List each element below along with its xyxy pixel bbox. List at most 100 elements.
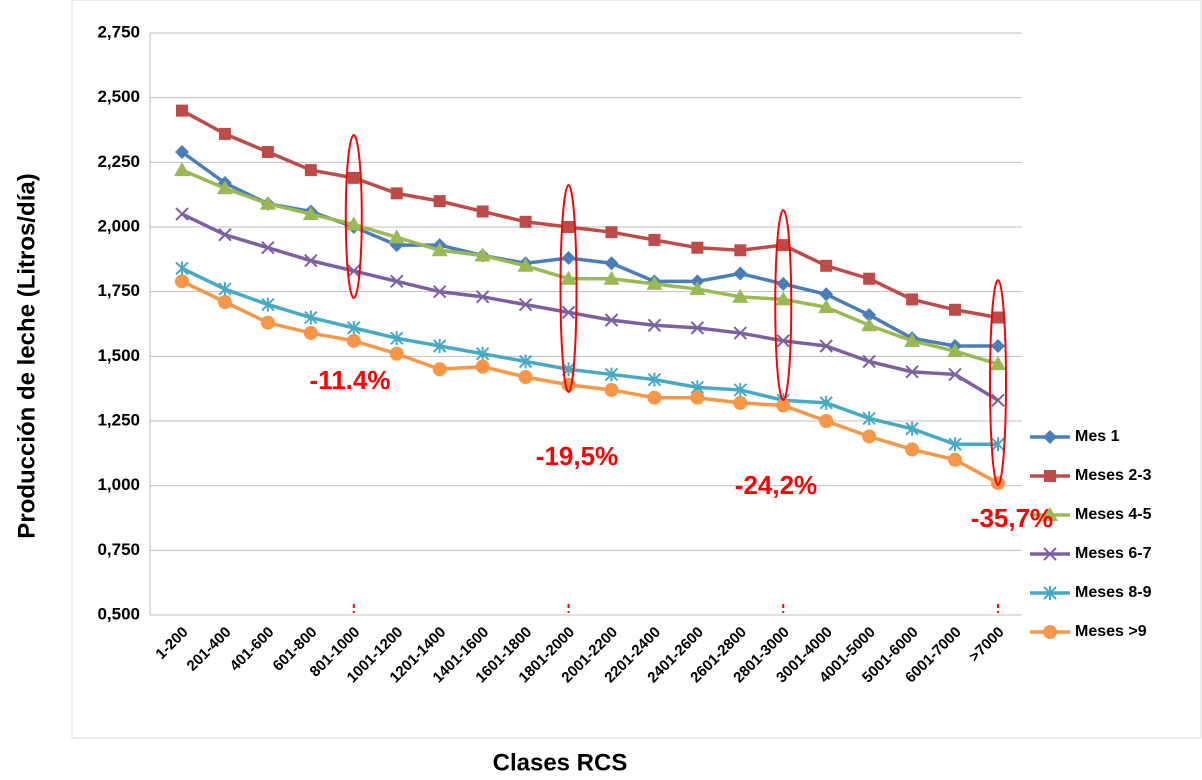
marker [691,241,704,254]
marker [390,331,404,346]
marker [646,275,663,290]
marker [861,317,878,332]
series [175,144,1005,353]
marker [518,297,533,312]
marker [818,299,835,314]
x-axis-title: Clases RCS [493,749,628,776]
marker [261,145,274,158]
marker [992,311,1004,324]
marker [991,393,1005,408]
marker [604,256,619,271]
highlight-ellipse [344,134,363,299]
marker [261,240,275,255]
series-line [181,279,999,485]
y-tick-label: 0,500 [97,604,140,623]
marker [776,334,790,348]
marker [475,359,490,374]
marker [604,367,619,382]
series [176,104,1004,324]
y-tick-label: 2,250 [97,152,140,171]
series-line [181,109,999,320]
marker [474,247,491,262]
marker [218,282,232,297]
marker [948,367,962,382]
marker [733,395,748,410]
marker [174,162,190,177]
marker [347,264,361,278]
marker [947,343,964,358]
marker [218,228,232,242]
series-line [181,168,999,366]
highlight-ellipse [989,279,1007,486]
marker [560,270,577,285]
marker [259,195,276,210]
marker [390,274,404,289]
annotation: -11.4% [310,365,391,395]
marker [604,313,619,327]
marker [991,476,1005,491]
y-axis-title: Producción de leche (Litros/día) [13,173,40,538]
series [175,274,1005,491]
y-tick-label: 1,250 [97,410,140,429]
marker [175,144,189,159]
marker [820,259,833,272]
marker [905,421,919,436]
marker [862,307,877,322]
marker [948,437,962,452]
marker [475,346,490,361]
marker [819,395,833,410]
marker [647,390,662,405]
chart-border [71,0,1202,739]
marker [776,276,791,291]
annotation: -24,2% [735,470,817,500]
marker [432,362,447,377]
marker [518,370,533,385]
marker [863,272,876,285]
legend-label: Meses 6-7 [1075,545,1152,562]
marker [260,315,275,330]
y-tick-label: 1,750 [97,281,140,300]
annotation: -19,5% [536,441,618,471]
marker [690,390,705,405]
marker [733,266,748,281]
y-tick-label: 1,500 [97,346,140,365]
y-tick-label: 1,000 [97,475,140,494]
marker [389,346,404,361]
marker [733,382,748,397]
highlight-ellipse [774,209,793,401]
marker [347,171,360,184]
marker [218,127,231,140]
marker [603,270,620,285]
marker [562,221,575,233]
marker [819,414,834,428]
marker [303,326,318,341]
highlight-ellipse [559,184,578,393]
marker [647,372,662,387]
marker [734,244,747,257]
marker [991,338,1005,353]
marker [1043,625,1057,639]
marker [175,261,189,276]
marker [862,411,876,426]
marker [347,320,361,335]
series [175,207,1005,408]
marker [1044,470,1056,482]
marker [390,187,403,200]
marker [690,321,705,335]
marker [733,326,748,340]
series-line [181,266,998,447]
marker [261,297,275,312]
marker [905,442,920,457]
legend-label: Mes 1 [1075,428,1120,445]
marker [432,284,447,299]
marker [819,287,834,302]
marker [776,398,791,413]
marker [1043,430,1057,444]
marker [346,333,361,348]
marker [904,332,921,347]
marker [304,253,318,268]
marker [689,281,706,296]
marker [345,216,362,231]
marker [217,295,232,310]
